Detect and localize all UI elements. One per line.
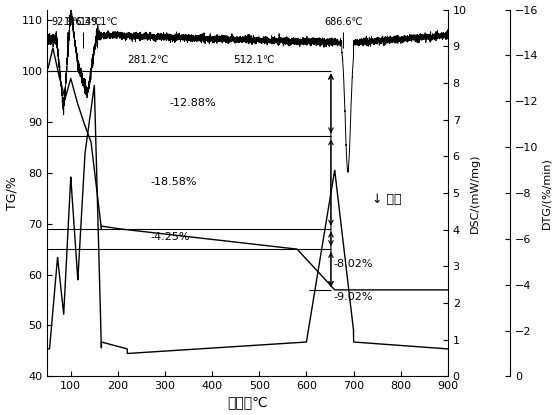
Text: -12.88%: -12.88% [170,98,216,108]
Text: 281.2℃: 281.2℃ [128,55,169,65]
Text: -9.02%: -9.02% [334,292,373,302]
X-axis label: 温度，℃: 温度，℃ [227,395,268,410]
Text: 686.6℃: 686.6℃ [325,17,363,27]
Text: 92.9℃: 92.9℃ [51,17,84,27]
Y-axis label: DTG/(%/min): DTG/(%/min) [541,157,551,229]
Y-axis label: DSC/(mW/mg): DSC/(mW/mg) [470,153,480,233]
Text: 149.1℃: 149.1℃ [80,17,118,27]
Text: -8.02%: -8.02% [334,259,373,269]
Y-axis label: TG/%: TG/% [6,176,18,210]
Text: -18.58%: -18.58% [151,177,197,187]
Text: 126.3℃: 126.3℃ [63,17,102,27]
Text: 512.1℃: 512.1℃ [233,55,275,65]
Text: ↓ 放热: ↓ 放热 [373,193,402,206]
Text: -4.25%: -4.25% [151,232,190,242]
